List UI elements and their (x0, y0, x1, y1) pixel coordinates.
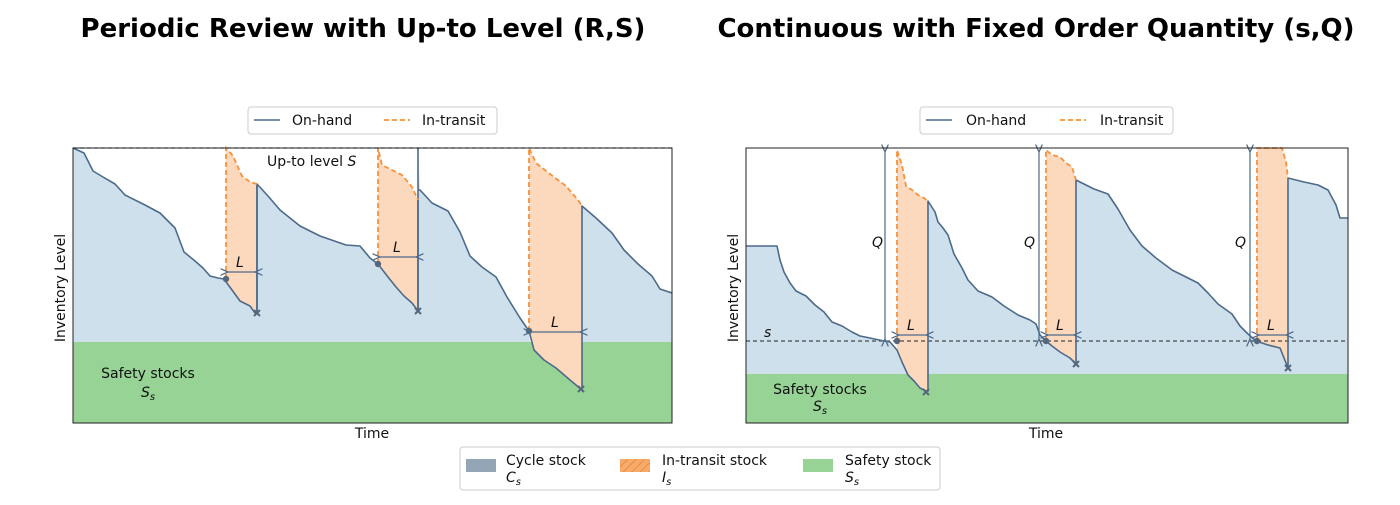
left-safety-label: Safety stocks (101, 366, 195, 382)
left-chart-title: Periodic Review with Up-to Level (R,S) (81, 14, 646, 44)
right-arrival-marker-1 (922, 388, 930, 396)
right-chart-title: Continuous with Fixed Order Quantity (s,… (717, 14, 1354, 44)
right-legend-intransit: In-transit (1100, 113, 1164, 129)
left-cycle-area-right (530, 206, 672, 342)
right-ylabel: Inventory Level (726, 234, 742, 342)
bottom-legend: Cycle stock Cs In-transit stock Is Safet… (459, 446, 941, 491)
left-legend: On-hand In-transit (247, 106, 498, 135)
legend-cycle-swatch (466, 459, 496, 472)
legend-cycle-symbol: Cs (506, 470, 521, 488)
right-lead-label-3: L (1267, 318, 1275, 334)
right-intransit-area-3 (1257, 148, 1288, 368)
right-order-point-3 (1253, 337, 1261, 345)
left-lead-label-3: L (551, 315, 559, 331)
left-intransit-line-3 (528, 147, 583, 331)
left-safety-symbol: Ss (141, 385, 155, 403)
left-cycle-area (73, 148, 530, 342)
right-q-label-1: Q (872, 235, 883, 251)
left-intransit-line-1 (225, 145, 258, 279)
right-intransit-line-1 (896, 149, 929, 341)
left-order-point-3 (525, 327, 533, 335)
right-lead-label-1: L (907, 318, 915, 334)
left-lead-label-1: L (236, 255, 244, 271)
left-legend-intransit: In-transit (422, 113, 486, 129)
legend-safety-symbol: Ss (845, 470, 859, 488)
right-intransit-area-2 (1046, 150, 1076, 364)
right-order-point-1 (893, 337, 901, 345)
right-intransit-area-1 (897, 150, 928, 391)
left-intransit-area-2 (378, 148, 418, 311)
left-xlabel: Time (354, 426, 389, 442)
right-q-label-2: Q (1024, 235, 1035, 251)
right-cycle-area (746, 178, 1348, 391)
left-order-point-1 (222, 275, 230, 283)
left-chart: Up-to level S L L L Safety stocks Ss Inv… (53, 106, 673, 442)
legend-safety-swatch (803, 459, 833, 472)
right-lead-label-2: L (1056, 318, 1064, 334)
right-q-label-3: Q (1235, 235, 1246, 251)
legend-intransit-symbol: Is (662, 470, 671, 488)
left-arrival-marker-3 (577, 385, 585, 393)
right-reorder-label: s (764, 325, 771, 341)
left-upto-level-label: Up-to level S (267, 154, 356, 170)
legend-safety-label: Safety stock (845, 453, 932, 469)
right-legend-onhand: On-hand (966, 113, 1026, 129)
legend-cycle-label: Cycle stock (506, 453, 587, 469)
right-chart: s Q Q Q L L L Safety stocks Ss Invent (726, 106, 1349, 442)
right-legend: On-hand In-transit (919, 106, 1174, 135)
left-axes-frame (72, 147, 673, 424)
right-axes-frame (745, 147, 1349, 424)
right-order-point-2 (1042, 337, 1050, 345)
right-safety-band (746, 374, 1348, 423)
legend-intransit-label: In-transit stock (662, 453, 768, 469)
left-legend-onhand: On-hand (292, 113, 352, 129)
left-lead-label-2: L (393, 240, 401, 256)
left-arrival-marker-1 (253, 309, 261, 317)
right-xlabel: Time (1028, 426, 1063, 442)
left-ylabel: Inventory Level (53, 234, 69, 342)
right-arrival-marker-2 (1072, 360, 1080, 368)
right-arrival-marker-3 (1284, 364, 1292, 372)
right-onhand-line (746, 177, 1348, 392)
left-arrival-marker-2 (414, 307, 422, 315)
right-safety-label: Safety stocks (773, 382, 867, 398)
right-safety-symbol: Ss (813, 399, 827, 417)
left-order-point-2 (374, 260, 382, 268)
legend-intransit-swatch (620, 459, 650, 472)
